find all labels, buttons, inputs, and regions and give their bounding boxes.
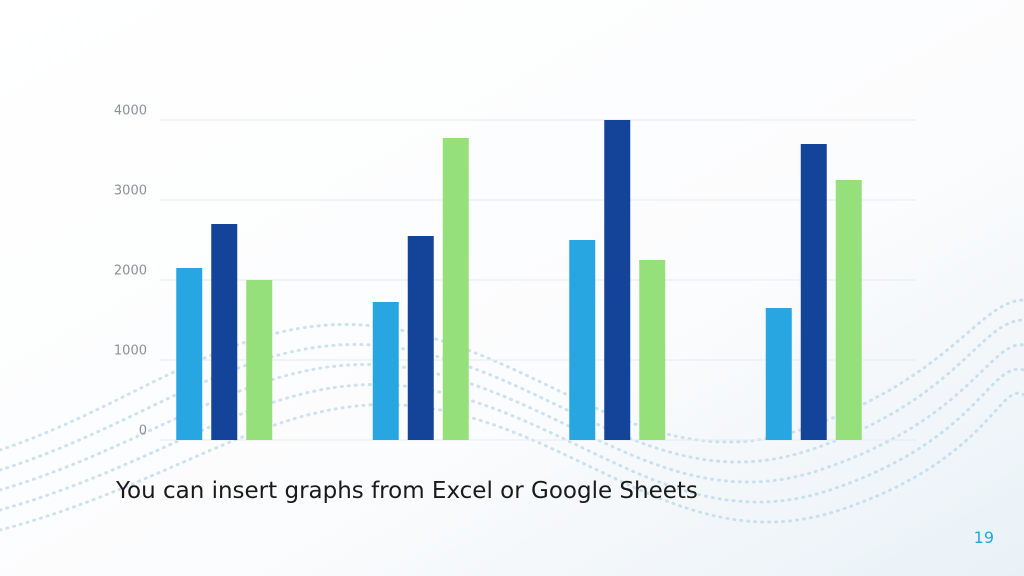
bar bbox=[442, 138, 469, 440]
y-tick-label: 1000 bbox=[114, 344, 147, 359]
bar bbox=[407, 236, 434, 440]
page-number: 19 bbox=[974, 528, 994, 547]
bar bbox=[372, 302, 399, 440]
y-tick-label: 0 bbox=[139, 424, 147, 439]
bar bbox=[211, 224, 238, 440]
y-tick-label: 2000 bbox=[114, 264, 147, 279]
bar bbox=[639, 260, 666, 440]
y-tick-label: 3000 bbox=[114, 184, 147, 199]
bar bbox=[569, 240, 596, 440]
y-tick-label: 4000 bbox=[114, 104, 147, 119]
bar bbox=[176, 268, 203, 440]
bar bbox=[765, 308, 792, 440]
bar bbox=[835, 180, 862, 440]
caption: You can insert graphs from Excel or Goog… bbox=[115, 478, 698, 504]
bar bbox=[246, 280, 273, 440]
bar bbox=[800, 144, 827, 440]
bar bbox=[604, 120, 631, 440]
